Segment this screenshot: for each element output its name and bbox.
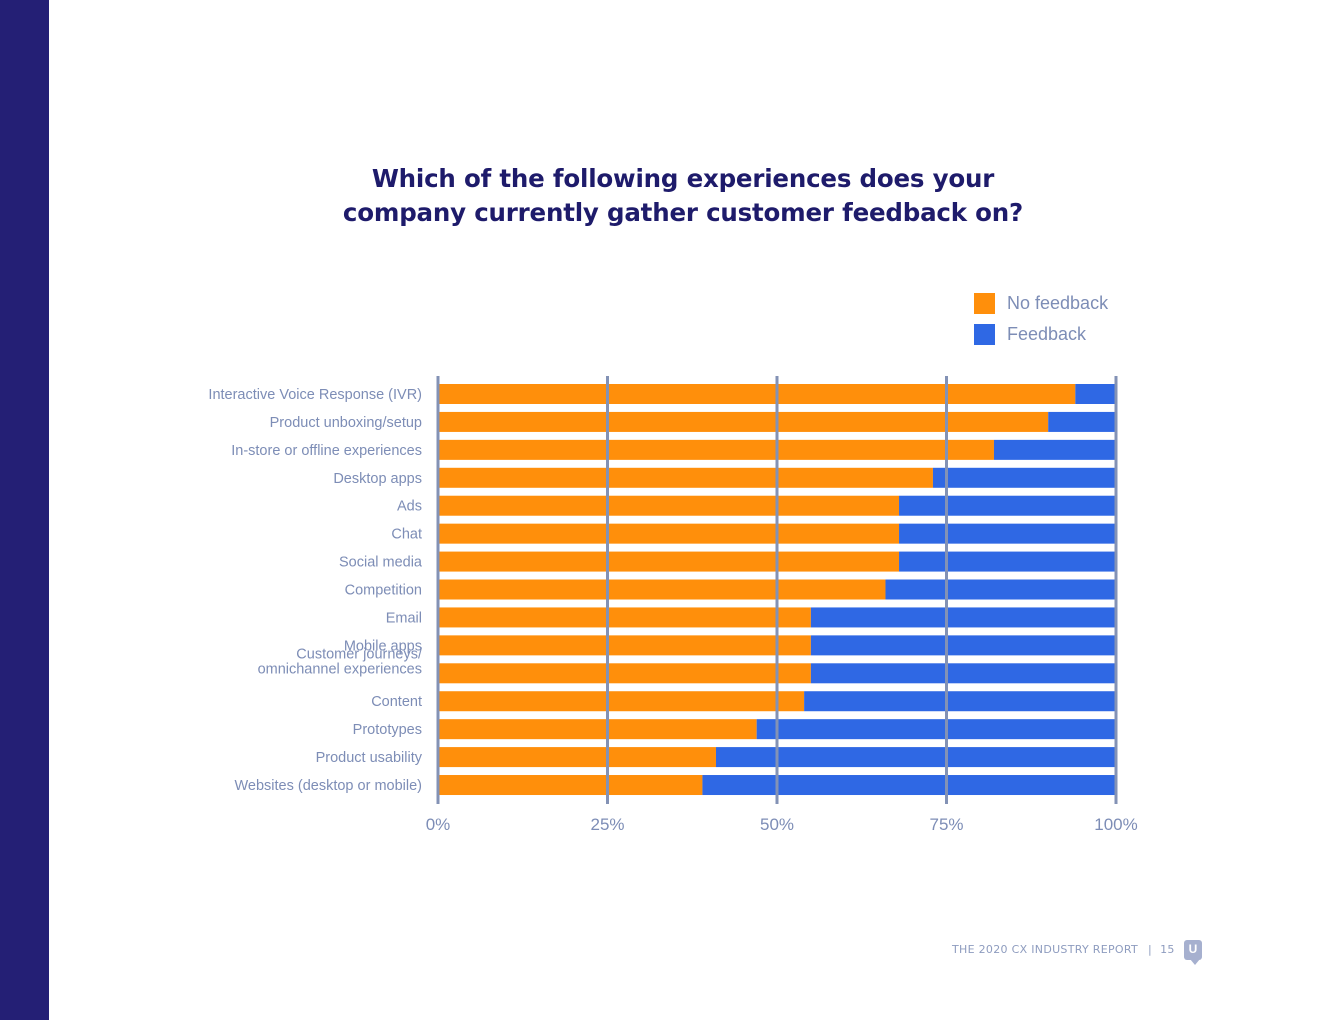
category-label-13: Product usability <box>316 750 423 766</box>
x-tick-label-0: 0% <box>426 815 451 834</box>
bar-no-feedback-4 <box>438 495 900 516</box>
legend-label-feedback: Feedback <box>1007 324 1087 344</box>
bar-feedback-12 <box>756 719 1116 740</box>
legend-swatch-feedback <box>974 324 995 345</box>
category-label-7: Competition <box>345 583 422 599</box>
bar-feedback-9 <box>810 635 1116 656</box>
bar-no-feedback-1 <box>438 411 1049 432</box>
bar-feedback-11 <box>804 691 1116 712</box>
bar-feedback-4 <box>899 495 1116 516</box>
chart-legend: No feedback Feedback <box>974 288 1108 350</box>
x-tick-label-1: 25% <box>590 815 624 834</box>
chart-title-line-1: Which of the following experiences does … <box>371 164 995 193</box>
category-label-4: Ads <box>397 499 422 515</box>
brand-logo-icon: U <box>1184 940 1202 965</box>
bar-no-feedback-0 <box>438 384 1076 404</box>
footer: THE 2020 CX INDUSTRY REPORT | 15 <box>952 943 1175 956</box>
category-label-12: Prototypes <box>353 722 422 738</box>
bar-no-feedback-6 <box>438 551 900 572</box>
category-label-5: Chat <box>391 527 422 543</box>
legend-item-no-feedback: No feedback <box>974 288 1108 319</box>
bar-no-feedback-8 <box>438 607 811 628</box>
bar-no-feedback-10 <box>438 663 811 684</box>
category-label-2: In-store or offline experiences <box>231 443 422 459</box>
category-label-3: Desktop apps <box>333 471 422 487</box>
category-label-1: Product unboxing/setup <box>270 415 422 431</box>
bar-no-feedback-11 <box>438 691 805 712</box>
x-tick-label-4: 100% <box>1094 815 1137 834</box>
chart-title-line-2: company currently gather customer feedba… <box>342 198 1024 227</box>
bar-no-feedback-12 <box>438 719 757 740</box>
bar-feedback-3 <box>932 467 1116 488</box>
bar-no-feedback-3 <box>438 467 933 488</box>
bar-feedback-5 <box>899 523 1116 544</box>
bar-no-feedback-14 <box>438 775 703 796</box>
bar-feedback-13 <box>715 747 1116 768</box>
x-tick-label-3: 75% <box>929 815 963 834</box>
bar-no-feedback-7 <box>438 579 886 600</box>
category-label-6: Social media <box>339 555 423 571</box>
bar-no-feedback-13 <box>438 747 716 768</box>
bar-feedback-8 <box>810 607 1116 628</box>
category-label-8: Email <box>386 610 422 626</box>
bar-feedback-1 <box>1048 411 1116 432</box>
legend-swatch-no-feedback <box>974 293 995 314</box>
chart-title: Which of the following experiences does … <box>300 162 1066 230</box>
category-label-10: Customer journeys/omnichannel experience… <box>258 646 423 677</box>
sidebar-stripe <box>0 0 49 1020</box>
bar-feedback-10 <box>810 663 1116 684</box>
bar-feedback-14 <box>702 775 1116 796</box>
category-label-9: Mobile apps <box>344 638 422 654</box>
bar-no-feedback-2 <box>438 439 994 460</box>
category-label-14: Websites (desktop or mobile) <box>234 778 422 794</box>
bar-no-feedback-9 <box>438 635 811 656</box>
bar-feedback-7 <box>885 579 1116 600</box>
category-label-0: Interactive Voice Response (IVR) <box>208 387 422 403</box>
bar-feedback-0 <box>1075 384 1116 404</box>
legend-item-feedback: Feedback <box>974 319 1108 350</box>
bar-feedback-2 <box>993 439 1116 460</box>
footer-page-number: 15 <box>1160 943 1175 956</box>
x-tick-label-2: 50% <box>760 815 794 834</box>
footer-separator: | <box>1148 943 1153 956</box>
category-label-11: Content <box>371 694 422 710</box>
bar-feedback-6 <box>899 551 1116 572</box>
bar-no-feedback-5 <box>438 523 900 544</box>
footer-report-title: THE 2020 CX INDUSTRY REPORT <box>952 943 1139 956</box>
legend-label-no-feedback: No feedback <box>1007 293 1109 313</box>
